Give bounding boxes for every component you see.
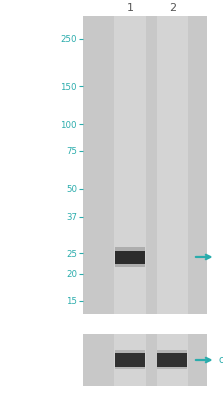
Bar [157, 12, 188, 314]
Text: control: control [218, 355, 223, 365]
Bar [114, 334, 146, 386]
Bar [157, 353, 187, 367]
Bar [157, 334, 188, 386]
Bar [114, 12, 146, 314]
Bar [115, 353, 145, 367]
Bar [115, 350, 145, 369]
Bar [115, 247, 145, 266]
Bar [157, 350, 187, 369]
Bar [115, 251, 145, 264]
